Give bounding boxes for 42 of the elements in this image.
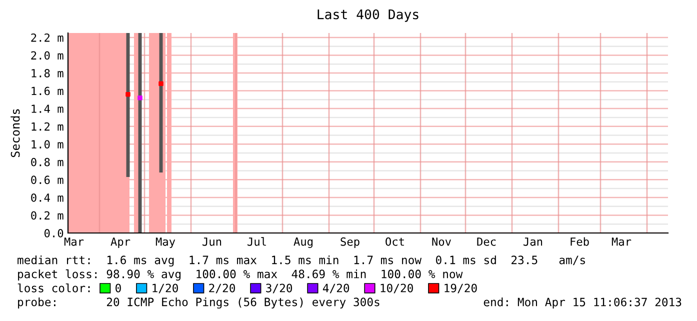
text: median rtt: 1.6 ms avg 1.7 ms max 1.5 ms min 1.7 ms now 0.1 ms sd 23.5 am/s bbox=[18, 255, 585, 267]
text: end: Mon Apr 15 11:06:37 2013 bbox=[484, 298, 682, 309]
point bbox=[158, 81, 164, 86]
legend-label: 10/20 bbox=[380, 284, 413, 294]
x-tick-label: Apr bbox=[110, 238, 130, 248]
x-tick-label: Jul bbox=[248, 237, 266, 246]
y-tick-label: 0.8 m bbox=[31, 158, 64, 166]
x-tick-label: Oct bbox=[386, 237, 404, 246]
legend-label: 0 bbox=[116, 284, 121, 292]
legend-title: loss color: bbox=[18, 283, 90, 292]
text: probe: 20 ICMP Echo Pings (56 Bytes) every 300s bbox=[18, 297, 380, 309]
y-tick-label: 2.0 m bbox=[31, 51, 64, 60]
x-tick-label: Aug bbox=[294, 237, 312, 248]
y-tick-label: 0.2 m bbox=[31, 211, 64, 220]
y-tick-label: 1.4 m bbox=[32, 104, 64, 113]
x-tick-label: Jan bbox=[524, 238, 542, 246]
x-tick-label: Feb bbox=[570, 237, 589, 246]
x-tick-label: Mar bbox=[612, 238, 632, 246]
x-tick-label: Sep bbox=[340, 237, 360, 248]
y-tick-label: 1.8 m bbox=[32, 69, 64, 78]
x-tick-label: May bbox=[156, 238, 176, 248]
legend-label: 19/20 bbox=[444, 284, 477, 294]
x-tick-label: Nov bbox=[432, 238, 451, 246]
legend-label: 3/20 bbox=[266, 284, 292, 294]
y-tick-label: 2.2 m bbox=[31, 33, 64, 42]
text: packet loss: 98.90 % avg 100.00 % max 48.69 % min 100.00 % now bbox=[18, 269, 463, 281]
y-tick-label: 0.4 m bbox=[31, 193, 64, 202]
chart-title: Last 400 Days bbox=[318, 9, 418, 22]
x-tick-label: Jun bbox=[202, 238, 222, 246]
y-axis-title: Seconds bbox=[10, 109, 20, 158]
y-tick-label: 0.0 bbox=[44, 229, 64, 238]
legend-label: 4/20 bbox=[322, 284, 350, 294]
y-tick-label: 1.6 m bbox=[32, 86, 64, 96]
legend-label: 2/20 bbox=[209, 284, 235, 294]
x-tick-label: Mar bbox=[64, 238, 84, 246]
point bbox=[138, 95, 142, 100]
y-tick-label: 0.6 m bbox=[31, 176, 64, 184]
y-tick-label: 1.2 m bbox=[32, 122, 64, 131]
y-tick-label: 1.0 m bbox=[32, 140, 64, 149]
legend-label: 1/20 bbox=[152, 284, 178, 294]
point bbox=[126, 92, 130, 97]
x-tick-label: Dec bbox=[477, 238, 496, 246]
